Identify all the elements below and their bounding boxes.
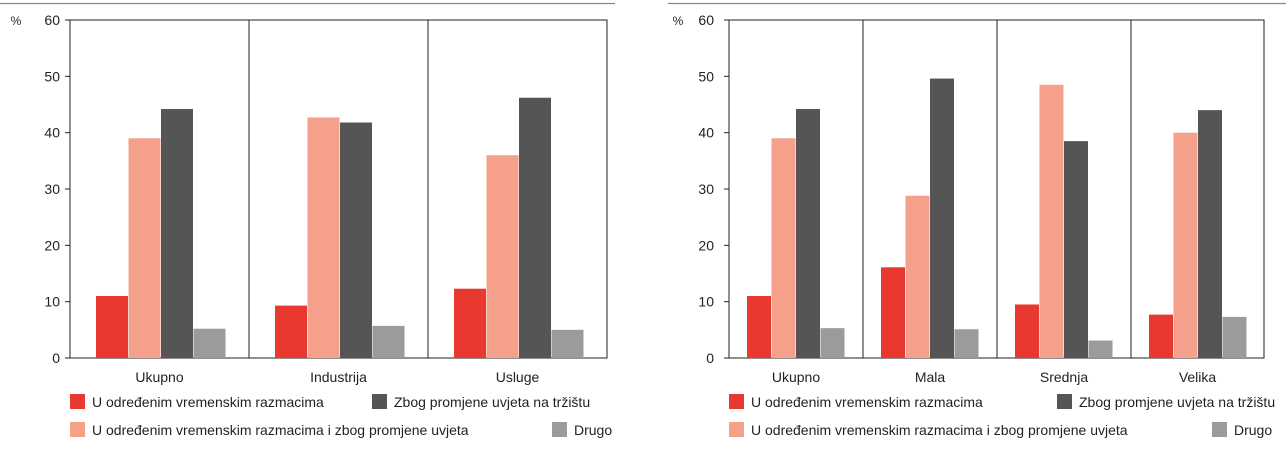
chart-1-y-tick-label: 20	[44, 237, 60, 253]
chart-1-legend-label: Zbog promjene uvjeta na tržištu	[394, 394, 590, 410]
chart-2-y-tick-label: 50	[698, 68, 714, 84]
chart-2-bar	[1149, 314, 1173, 358]
chart-2-y-axis-unit: %	[673, 14, 684, 28]
chart-2-bar	[1088, 340, 1113, 358]
chart-2-legend-label: U određenim vremenskim razmacima	[751, 394, 983, 410]
chart-2-legend-label: Drugo	[1234, 422, 1272, 438]
chart-1-y-tick-label: 30	[44, 181, 60, 197]
chart-2-y-tick-label: 0	[706, 350, 714, 366]
chart-2-bar	[747, 296, 771, 358]
chart-1-bar	[340, 122, 372, 358]
chart-2-category-label: Ukupno	[772, 369, 820, 385]
chart-2-legend-swatch	[729, 422, 744, 437]
chart-2-category-label: Velika	[1179, 369, 1217, 385]
chart-1-bar	[551, 329, 584, 358]
chart-2-legend-swatch	[1057, 394, 1072, 409]
chart-2-legend-swatch	[1212, 422, 1227, 437]
chart-1-y-tick-label: 10	[44, 294, 60, 310]
chart-2-y-tick-label: 10	[698, 294, 714, 310]
chart-2-legend-label: Zbog promjene uvjeta na tržištu	[1079, 394, 1275, 410]
chart-2-bar	[1039, 84, 1064, 359]
chart-2-bar	[796, 109, 820, 358]
chart-1-y-tick-label: 60	[44, 12, 60, 28]
chart-2-bar	[881, 267, 905, 358]
chart-1-legend-swatch	[70, 394, 85, 409]
chart-2-legend-label: U određenim vremenskim razmacima i zbog …	[751, 422, 1128, 438]
chart-1-bar	[486, 155, 519, 358]
chart-1-bar	[307, 117, 340, 358]
chart-1-y-tick-label: 40	[44, 125, 60, 141]
chart-2-bar	[820, 328, 845, 358]
chart-1-bar	[96, 296, 128, 358]
chart-1-y-axis-unit: %	[11, 14, 22, 28]
chart-1-legend-swatch	[372, 394, 387, 409]
chart-1-bar	[193, 328, 226, 358]
chart-2-category-label: Mala	[915, 369, 946, 385]
chart-1-y-tick-label: 50	[44, 68, 60, 84]
chart-1-bar	[161, 109, 193, 358]
chart-2-bar	[1064, 141, 1088, 358]
chart-2-bar	[1198, 110, 1222, 358]
chart-1-legend-swatch	[70, 422, 85, 437]
chart-2-bar	[954, 329, 979, 358]
chart-1-category-label: Ukupno	[135, 369, 183, 385]
chart-2-y-tick-label: 60	[698, 12, 714, 28]
chart-2-bar	[1173, 132, 1198, 358]
chart-2-bar	[930, 78, 954, 358]
chart-1-bar	[128, 138, 161, 358]
chart-1-bar	[519, 97, 551, 359]
chart-2-y-tick-label: 40	[698, 125, 714, 141]
chart-2-bar	[905, 195, 930, 358]
chart-1-legend-swatch	[552, 422, 567, 437]
chart-1-y-tick-label: 0	[52, 350, 60, 366]
chart-2-y-tick-label: 20	[698, 237, 714, 253]
chart-1-category-label: Usluge	[496, 369, 540, 385]
chart-1-legend-label: U određenim vremenskim razmacima i zbog …	[92, 422, 469, 438]
chart-1-legend-label: Drugo	[574, 422, 612, 438]
chart-2-bar	[1015, 304, 1039, 358]
chart-1-legend-label: U određenim vremenskim razmacima	[92, 394, 324, 410]
chart-2-bar	[1222, 316, 1247, 358]
chart-1-bar	[454, 288, 486, 358]
chart-1-bar	[275, 305, 307, 358]
chart-2-y-tick-label: 30	[698, 181, 714, 197]
chart-1-category-label: Industrija	[310, 369, 367, 385]
chart-2-bar	[771, 138, 796, 358]
chart-1-bar	[372, 325, 405, 358]
chart-2-category-label: Srednja	[1040, 369, 1088, 385]
chart-2-legend-swatch	[729, 394, 744, 409]
